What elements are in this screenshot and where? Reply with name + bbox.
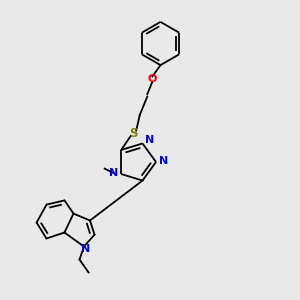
Text: N: N: [81, 244, 90, 254]
Text: O: O: [148, 74, 157, 84]
Text: N: N: [145, 135, 154, 145]
Text: N: N: [159, 156, 168, 167]
Text: S: S: [129, 127, 138, 140]
Text: N: N: [109, 167, 118, 178]
